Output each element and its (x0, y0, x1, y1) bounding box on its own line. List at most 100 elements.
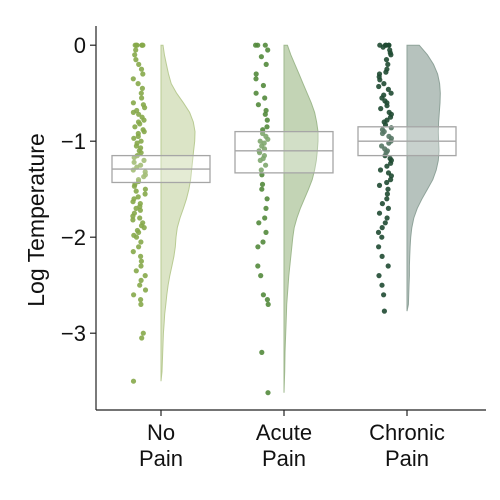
data-point (133, 268, 139, 274)
data-point (141, 117, 147, 123)
data-point (380, 44, 386, 50)
data-point (133, 143, 139, 149)
y-tick-label: −1 (61, 129, 86, 154)
y-tick-label: 0 (74, 33, 86, 58)
data-point (388, 160, 394, 166)
data-point (262, 95, 268, 101)
data-point (140, 330, 146, 336)
data-point (388, 177, 394, 183)
x-tick-label: Pain (262, 446, 306, 471)
data-point (384, 179, 390, 186)
data-point (140, 71, 146, 77)
data-point (258, 54, 264, 60)
data-point (377, 77, 383, 83)
data-point (138, 90, 144, 96)
density-cloud (406, 44, 441, 312)
data-point (130, 100, 136, 106)
plot-area (111, 42, 457, 396)
data-point (133, 205, 139, 211)
data-point (265, 301, 271, 307)
data-point (379, 282, 385, 288)
data-point (139, 95, 145, 101)
y-tick-label: −2 (61, 225, 86, 250)
data-point (381, 308, 387, 314)
y-tick-label: −3 (61, 321, 86, 346)
data-point (385, 186, 391, 192)
data-point (384, 191, 390, 197)
data-point (263, 205, 269, 211)
data-point (253, 71, 259, 77)
data-point (131, 292, 137, 298)
data-point (263, 229, 269, 235)
data-point (265, 47, 271, 53)
data-point (256, 220, 262, 226)
data-point (375, 229, 382, 235)
data-point (138, 301, 144, 307)
data-point (383, 57, 390, 63)
data-point (385, 263, 391, 269)
data-point (264, 196, 270, 202)
data-point (133, 188, 139, 194)
data-point (387, 114, 394, 120)
data-point (142, 186, 148, 192)
data-point (255, 263, 261, 269)
data-point (383, 69, 389, 75)
data-point (142, 273, 148, 279)
data-point (260, 239, 266, 245)
data-point (132, 52, 138, 58)
data-point (260, 292, 266, 298)
density-cloud (283, 44, 319, 393)
data-point (385, 205, 391, 211)
data-point (133, 57, 139, 63)
category-group (111, 42, 211, 384)
data-point (381, 81, 387, 87)
data-point (131, 183, 137, 189)
data-point (384, 215, 390, 221)
data-point (142, 287, 149, 293)
data-point (253, 76, 259, 82)
data-point (139, 335, 145, 341)
data-point (376, 210, 383, 216)
data-point (377, 167, 384, 173)
data-point (138, 66, 145, 72)
data-point (142, 105, 148, 111)
y-ticks: 0 −1 −2 −3 (61, 33, 96, 346)
data-point (262, 215, 268, 221)
data-point (130, 109, 136, 115)
data-point (140, 42, 146, 48)
data-point (378, 106, 384, 112)
data-point (379, 201, 385, 207)
x-tick-label: Acute (256, 420, 312, 445)
data-point (376, 83, 382, 90)
data-point (138, 138, 144, 144)
density-cloud (160, 44, 196, 382)
data-point (265, 390, 271, 396)
data-point (257, 157, 263, 163)
data-point (137, 215, 143, 221)
category-group (357, 42, 457, 314)
data-point (259, 349, 265, 355)
data-point (130, 217, 136, 223)
data-point (138, 277, 144, 283)
data-point (133, 42, 139, 48)
data-point (384, 196, 390, 202)
data-point (139, 85, 145, 91)
data-point (379, 253, 385, 259)
data-point (264, 297, 270, 303)
data-point (265, 136, 271, 142)
data-point (138, 263, 144, 269)
data-point (257, 138, 263, 144)
data-point (259, 186, 265, 192)
data-point (136, 229, 142, 235)
data-point (137, 207, 143, 213)
data-point (131, 135, 137, 141)
data-point (135, 81, 141, 87)
data-point (262, 42, 268, 48)
data-point (130, 199, 136, 205)
data-point (388, 52, 394, 58)
data-point (138, 258, 144, 264)
data-point (138, 239, 144, 245)
data-point (385, 61, 391, 67)
